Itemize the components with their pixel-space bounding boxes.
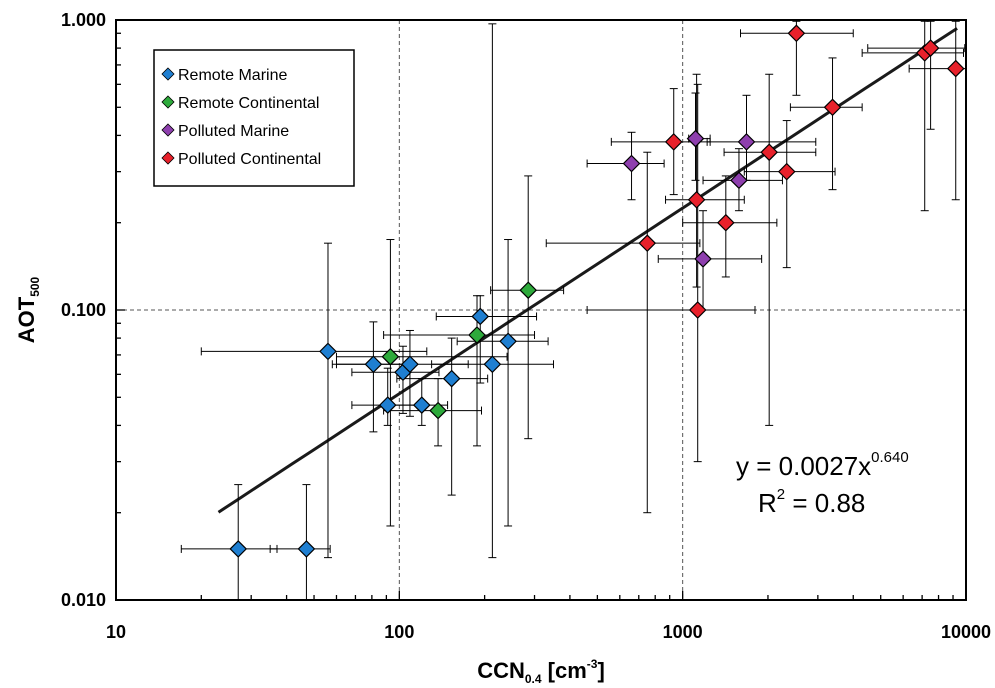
legend-marker [161,95,175,109]
legend-item: Polluted Continental [161,151,321,168]
data-point [730,171,748,190]
data-point [381,347,400,366]
legend-item: Remote Marine [161,67,287,84]
data-point [499,332,517,351]
legend-label: Polluted Marine [178,123,289,140]
data-point [319,342,337,361]
error-bar [586,83,756,463]
x-tick-label: 100 [384,622,414,642]
data-point [297,540,316,558]
data-point [519,281,538,300]
data-point [442,369,461,388]
legend-item: Polluted Marine [161,123,289,140]
legend-box [153,49,355,187]
legend-item: Remote Continental [161,95,319,112]
data-point [622,154,641,173]
data-point [737,133,756,151]
data-point [664,133,683,151]
x-tick-label: 1000 [663,622,703,642]
error-bar [335,239,508,527]
data-point [638,234,657,253]
legend-marker [161,151,175,165]
legend-label: Remote Marine [178,67,287,84]
data-point [378,396,397,414]
data-point [364,355,383,374]
data-point [483,355,502,374]
x-axis-title: CCN0.4 [cm-3] [477,657,605,686]
legend: Remote Marine Remote Continental Polluted … [153,49,355,187]
y-tick-label: 0.010 [61,590,106,610]
data-point [471,307,490,326]
data-point [787,24,806,43]
data-point [760,143,779,162]
data-point [823,98,842,117]
error-bar [545,151,701,514]
r-squared: R2 = 0.88 [758,486,865,518]
y-axis-title: AOT500 [14,276,42,343]
data-point [688,301,707,319]
legend-marker [161,67,175,81]
fit-equation: y = 0.0027x0.640 [736,449,909,481]
data-point [468,326,486,344]
x-tick-label: 10 [106,622,126,642]
data-point [687,190,706,209]
data-point [946,59,965,78]
y-tick-label: 1.000 [61,10,106,30]
data-markers [229,24,965,558]
data-point [694,250,712,268]
y-tick-label: 0.100 [61,300,106,320]
legend-marker [161,123,175,137]
legend-label: Polluted Continental [178,151,321,168]
legend-label: Remote Continental [178,95,319,112]
data-point [716,213,735,232]
data-point [429,401,447,420]
x-tick-label: 10000 [941,622,991,642]
data-point [229,540,248,558]
data-point [777,162,796,181]
data-point [412,396,431,414]
data-point [921,39,940,57]
data-point [401,355,419,374]
data-point [686,129,705,148]
axis-ticks: 10 100 1000 10000 0.010 0.100 1.000 [61,10,991,642]
